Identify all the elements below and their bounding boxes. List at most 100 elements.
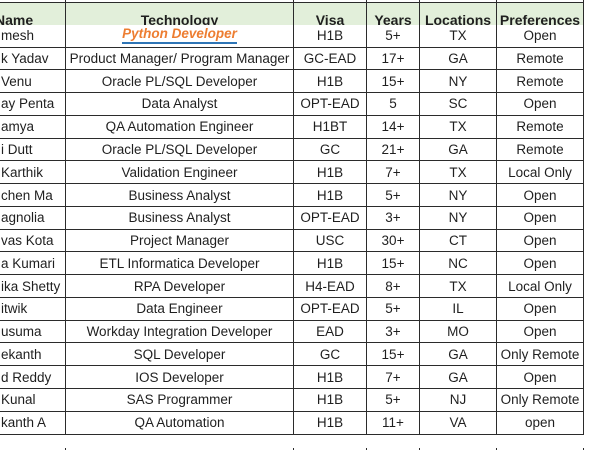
cell-technology: Data Engineer	[66, 297, 294, 321]
cell-preferences: Open	[497, 366, 584, 390]
cell-preferences: Open	[497, 206, 584, 230]
cell-preferences: Local Only	[497, 275, 584, 298]
cell-technology: Business Analyst	[66, 206, 294, 230]
cell-locations: VA	[420, 411, 497, 435]
cell-name: ekanth	[0, 343, 66, 367]
cell-locations: TX	[420, 115, 497, 139]
cell-name: Karthik	[0, 161, 66, 185]
cell-preferences: Only Remote	[497, 389, 584, 412]
cell-years: 7+	[367, 161, 420, 185]
cell-name: amya	[0, 115, 66, 139]
cell-preferences: Open	[497, 229, 584, 253]
cell-preferences: Open	[497, 184, 584, 207]
cell-years: 14+	[367, 115, 420, 139]
cell-technology: Validation Engineer	[66, 161, 294, 185]
cell-visa: H1B	[294, 252, 367, 276]
cell-visa: H1B	[294, 366, 367, 390]
cell-visa: GC	[294, 138, 367, 162]
cell-locations: NC	[420, 252, 497, 276]
cell-years: 15+	[367, 252, 420, 276]
cell-years: 5	[367, 93, 420, 116]
cell-years: 5+	[367, 389, 420, 412]
cell-name: itwik	[0, 297, 66, 321]
cell-years: 5+	[367, 24, 420, 48]
cell-preferences: Remote	[497, 138, 584, 162]
cell-name: a Kumari	[0, 252, 66, 276]
cell-years: 7+	[367, 366, 420, 390]
cell-preferences: open	[497, 411, 584, 435]
cell-name: usuma	[0, 320, 66, 344]
cell-visa: H1B	[294, 411, 367, 435]
cell-name: mesh	[0, 24, 66, 48]
cell-preferences: Open	[497, 320, 584, 344]
candidates-table: Name Technology Visa Years Locations Pre…	[0, 2, 584, 435]
cell-locations: CT	[420, 229, 497, 253]
cell-name: vas Kota	[0, 229, 66, 253]
cell-name: k Yadav	[0, 47, 66, 71]
cell-preferences: Open	[497, 93, 584, 116]
cell-technology: Oracle PL/SQL Developer	[66, 138, 294, 162]
cell-locations: GA	[420, 47, 497, 71]
cell-preferences: Remote	[497, 115, 584, 139]
cell-technology: Data Analyst	[66, 93, 294, 116]
cell-technology: SQL Developer	[66, 343, 294, 367]
technology-link[interactable]: Python Developer	[66, 24, 294, 48]
cell-locations: NY	[420, 184, 497, 207]
cell-preferences: Remote	[497, 47, 584, 71]
cell-years: 17+	[367, 47, 420, 71]
cell-years: 8+	[367, 275, 420, 298]
cell-locations: GA	[420, 343, 497, 367]
cell-years: 30+	[367, 229, 420, 253]
cell-locations: GA	[420, 366, 497, 390]
cell-technology: Project Manager	[66, 229, 294, 253]
cell-visa: H1B	[294, 161, 367, 185]
cell-visa: OPT-EAD	[294, 93, 367, 116]
cell-years: 3+	[367, 320, 420, 344]
cell-name: Kunal	[0, 389, 66, 412]
cell-years: 21+	[367, 138, 420, 162]
cell-years: 15+	[367, 343, 420, 367]
cell-visa: EAD	[294, 320, 367, 344]
cell-years: 5+	[367, 184, 420, 207]
cell-technology: IOS Developer	[66, 366, 294, 390]
cell-preferences: Local Only	[497, 161, 584, 185]
cell-name: ay Penta	[0, 93, 66, 116]
cell-preferences: Only Remote	[497, 343, 584, 367]
cell-locations: NY	[420, 206, 497, 230]
cell-preferences: Remote	[497, 70, 584, 94]
cell-technology: QA Automation Engineer	[66, 115, 294, 139]
cell-name: Venu	[0, 70, 66, 94]
cell-locations: TX	[420, 24, 497, 48]
cell-locations: NJ	[420, 389, 497, 412]
cell-locations: TX	[420, 161, 497, 185]
cell-visa: GC	[294, 343, 367, 367]
cell-name: chen Ma	[0, 184, 66, 207]
cell-years: 11+	[367, 411, 420, 435]
cell-technology: Product Manager/ Program Manager	[66, 47, 294, 71]
technology-link-text: Python Developer	[122, 26, 237, 45]
cell-visa: H4-EAD	[294, 275, 367, 298]
cell-visa: OPT-EAD	[294, 297, 367, 321]
cell-years: 15+	[367, 70, 420, 94]
cell-name: ika Shetty	[0, 275, 66, 298]
cell-visa: H1B	[294, 70, 367, 94]
cell-technology: SAS Programmer	[66, 389, 294, 412]
cell-visa: GC-EAD	[294, 47, 367, 71]
cell-visa: OPT-EAD	[294, 206, 367, 230]
cell-locations: SC	[420, 93, 497, 116]
cell-technology: RPA Developer	[66, 275, 294, 298]
cell-technology: ETL Informatica Developer	[66, 252, 294, 276]
cell-name: kanth A	[0, 411, 66, 435]
cell-visa: H1B	[294, 184, 367, 207]
cell-preferences: Open	[497, 252, 584, 276]
cell-technology: Oracle PL/SQL Developer	[66, 70, 294, 94]
cell-locations: NY	[420, 70, 497, 94]
cell-technology: Workday Integration Developer	[66, 320, 294, 344]
cell-preferences: Open	[497, 24, 584, 48]
cell-locations: MO	[420, 320, 497, 344]
cell-years: 5+	[367, 297, 420, 321]
cell-locations: TX	[420, 275, 497, 298]
cell-technology: Business Analyst	[66, 184, 294, 207]
cell-name: i Dutt	[0, 138, 66, 162]
cell-technology: QA Automation	[66, 411, 294, 435]
